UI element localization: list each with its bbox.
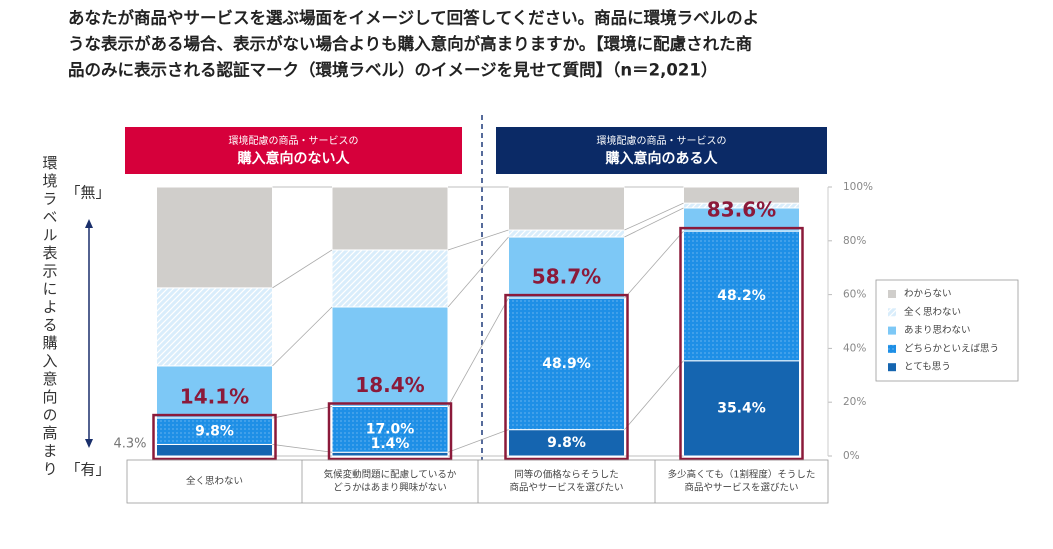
highlight-box — [327, 402, 453, 461]
y-tick-label: 60% — [843, 289, 866, 301]
legend-box — [875, 279, 1019, 382]
panel-header — [496, 127, 827, 174]
bar-segment — [683, 360, 800, 457]
connector-line — [624, 207, 684, 238]
highlight-box — [504, 293, 629, 461]
category-label: どうかはあまり興味がない — [333, 482, 447, 494]
category-label: 商品やサービスを選びたい — [684, 482, 798, 494]
bar-segment — [508, 429, 625, 457]
category-label: 全く思わない — [186, 475, 243, 487]
data-label: 35.4% — [717, 400, 766, 416]
panel-main-label: 購入意向のない人 — [237, 150, 351, 167]
data-label: 17.0% — [366, 421, 415, 437]
bar-segment — [508, 236, 625, 299]
category-row — [126, 459, 829, 504]
bar-segment — [508, 229, 625, 238]
y-tick-label: 100% — [843, 181, 873, 193]
data-label: 48.2% — [717, 288, 766, 304]
category-label: 多少高くても（1割程度）そうした — [668, 469, 816, 481]
category-label: 商品やサービスを選びたい — [509, 482, 623, 494]
total-label: 58.7% — [532, 265, 601, 289]
legend-label: あまり思わない — [904, 325, 971, 336]
highlight-box — [679, 226, 804, 461]
category-label: 同等の価格ならそうした — [514, 469, 619, 481]
panel-main-label: 購入意向のある人 — [605, 150, 719, 167]
bar-segment — [156, 417, 273, 445]
connector-line — [272, 249, 333, 289]
panel-header — [125, 127, 462, 174]
connector-line — [447, 297, 509, 407]
axis-bottom-label: 「有」 — [65, 461, 110, 479]
y-tick-label: 0% — [843, 450, 860, 462]
connector-line — [272, 306, 333, 367]
data-label: 9.8% — [547, 435, 586, 451]
bar-segment — [156, 186, 273, 289]
title-line: 品のみに表示される認証マーク（環境ラベル）のイメージを見せて質問】（n＝2,02… — [68, 60, 717, 80]
y-tick-label: 40% — [843, 342, 866, 354]
connector-line — [272, 444, 333, 453]
connector-line — [624, 360, 684, 430]
legend-swatch — [888, 326, 896, 335]
total-label: 18.4% — [355, 373, 424, 397]
data-label: 1.4% — [371, 436, 410, 452]
connector-line — [624, 230, 684, 299]
legend-swatch — [888, 290, 896, 298]
bar-segment — [331, 249, 449, 308]
connector-line — [624, 202, 684, 231]
connector-line — [272, 406, 333, 419]
legend-label: どちらかといえば思う — [904, 343, 999, 354]
bar-segment — [683, 230, 800, 362]
bar-segment — [156, 443, 273, 457]
y-tick-label: 80% — [843, 235, 866, 247]
y-tick-label: 20% — [843, 396, 866, 408]
legend-swatch — [888, 344, 896, 353]
total-label: 83.6% — [707, 198, 776, 222]
bar-segment — [331, 406, 449, 453]
bar-segment — [331, 186, 449, 251]
legend-swatch — [888, 308, 896, 317]
legend-label: とても思う — [904, 362, 951, 373]
connector-line — [447, 229, 509, 251]
legend-label: わからない — [904, 289, 952, 300]
title-line: うな表示がある場合、表示がない場合よりも購入意向が高まりますか。【環境に配慮され… — [68, 34, 752, 54]
data-label: 48.9% — [542, 356, 591, 372]
bar-segment — [508, 297, 625, 431]
connector-line — [447, 236, 509, 308]
data-label: 9.8% — [195, 423, 234, 439]
bar-segment — [331, 451, 449, 457]
bar-segment — [508, 186, 625, 231]
legend-label: 全く思わない — [904, 306, 961, 318]
panel-sub-label: 環境配慮の商品・サービスの — [229, 134, 359, 147]
connector-line — [447, 429, 509, 453]
bar-segment — [156, 287, 273, 367]
data-label: 4.3% — [113, 437, 146, 452]
highlight-box — [152, 413, 277, 461]
title-line: あなたが商品やサービスを選ぶ場面をイメージして回答してください。商品に環境ラベル… — [68, 8, 759, 28]
total-label: 14.1% — [180, 385, 249, 409]
bar-segment — [683, 186, 800, 204]
axis-top-label: 「無」 — [65, 184, 110, 202]
bar-segment — [331, 306, 449, 408]
side-label: 環境ラベル表示による購入意向の高まり — [41, 155, 59, 479]
legend-swatch — [888, 363, 896, 372]
category-label: 気候変動問題に配慮しているか — [324, 469, 457, 481]
panel-sub-label: 環境配慮の商品・サービスの — [597, 134, 727, 147]
